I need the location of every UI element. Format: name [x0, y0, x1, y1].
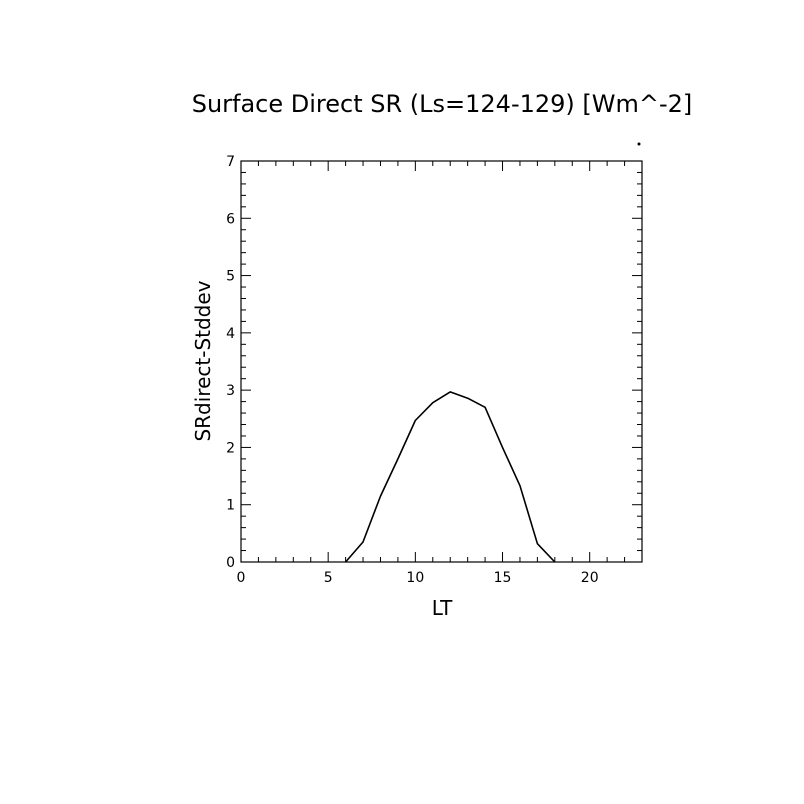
y-tick-labels: 0 1 2 3 4 5 6 7 [226, 154, 235, 571]
x-axis-label: LT [432, 596, 453, 620]
y-tick-label: 0 [226, 555, 235, 571]
x-axis-ticks [240, 161, 643, 562]
y-tick-label: 7 [226, 154, 235, 170]
x-tick-label: 10 [406, 570, 424, 586]
x-tick-label: 0 [237, 570, 246, 586]
y-tick-label: 4 [226, 326, 235, 342]
x-tick-labels: 0 5 10 15 20 [237, 570, 599, 586]
series-line [344, 391, 556, 563]
y-axis-label: SRdirect-Stddev [191, 280, 215, 441]
x-tick-label: 20 [581, 570, 599, 586]
y-tick-label: 1 [226, 498, 235, 514]
x-tick-label: 15 [494, 570, 512, 586]
y-tick-label: 3 [226, 383, 235, 399]
x-tick-label: 5 [324, 570, 333, 586]
y-tick-label: 6 [226, 211, 235, 227]
y-tick-label: 5 [226, 269, 235, 285]
y-tick-label: 2 [226, 440, 235, 456]
chart-title: Surface Direct SR (Ls=124-129) [Wm^-2] [192, 90, 693, 118]
plot-frame [240, 160, 643, 563]
marker-dot [637, 142, 641, 146]
y-axis-ticks [241, 160, 642, 563]
